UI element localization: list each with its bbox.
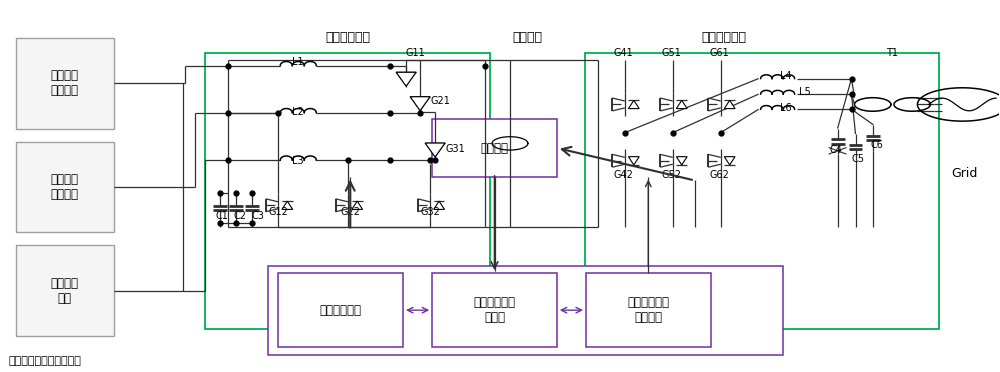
Polygon shape — [676, 157, 687, 165]
Text: G62: G62 — [710, 170, 730, 180]
Text: C5: C5 — [851, 154, 864, 164]
Polygon shape — [676, 100, 687, 109]
Text: Grid: Grid — [951, 167, 978, 180]
Bar — [586, 273, 711, 347]
Bar — [16, 38, 114, 129]
Bar — [278, 273, 403, 347]
Text: 直流变换单元: 直流变换单元 — [326, 31, 371, 44]
Bar — [432, 273, 557, 347]
Text: T1: T1 — [886, 48, 898, 58]
Polygon shape — [425, 143, 445, 157]
Bar — [585, 52, 939, 329]
Polygon shape — [628, 157, 639, 165]
Text: 虚拟同步发电
控制单元: 虚拟同步发电 控制单元 — [627, 296, 669, 324]
Text: 直流母线: 直流母线 — [512, 31, 542, 44]
Text: C3: C3 — [252, 211, 265, 221]
Polygon shape — [352, 201, 363, 209]
Text: L3: L3 — [292, 156, 304, 166]
Text: G12: G12 — [268, 207, 288, 217]
Polygon shape — [724, 157, 735, 165]
Polygon shape — [628, 100, 639, 109]
Text: L4: L4 — [780, 71, 791, 81]
Text: C2: C2 — [234, 211, 247, 221]
Text: L5: L5 — [799, 87, 810, 97]
Text: G51: G51 — [662, 48, 682, 58]
Bar — [432, 119, 557, 177]
Text: 控制处理单元: 控制处理单元 — [320, 304, 362, 317]
Text: G11: G11 — [405, 48, 425, 58]
Text: C6: C6 — [870, 140, 883, 150]
Text: L1: L1 — [292, 57, 304, 67]
Text: 第二光伏
发电单元: 第二光伏 发电单元 — [51, 173, 79, 201]
Polygon shape — [410, 97, 430, 111]
Bar — [16, 245, 114, 336]
Polygon shape — [282, 201, 293, 209]
Text: G52: G52 — [662, 170, 682, 180]
Text: G42: G42 — [614, 170, 634, 180]
Polygon shape — [396, 72, 416, 86]
Text: G22: G22 — [340, 207, 360, 217]
Text: G61: G61 — [710, 48, 730, 58]
Text: L6: L6 — [780, 103, 791, 113]
Bar — [205, 52, 490, 329]
Bar — [268, 266, 783, 355]
Text: 光伏发电或储能单元接入: 光伏发电或储能单元接入 — [9, 356, 82, 366]
Text: 第一储能
单元: 第一储能 单元 — [51, 277, 79, 305]
Text: L2: L2 — [292, 107, 304, 117]
Text: G41: G41 — [614, 48, 634, 58]
Text: C1: C1 — [216, 211, 229, 221]
Text: 光储一体化控
制单元: 光储一体化控 制单元 — [474, 296, 516, 324]
Text: C4: C4 — [829, 145, 842, 155]
Text: G32: G32 — [420, 207, 440, 217]
Text: 测量单元: 测量单元 — [481, 141, 509, 154]
Polygon shape — [724, 100, 735, 109]
Bar — [16, 141, 114, 232]
Text: G21: G21 — [430, 96, 450, 106]
Text: G31: G31 — [445, 144, 465, 154]
Polygon shape — [434, 201, 444, 209]
Text: 交流变换单元: 交流变换单元 — [701, 31, 746, 44]
Text: 第一光伏
发电单元: 第一光伏 发电单元 — [51, 69, 79, 97]
